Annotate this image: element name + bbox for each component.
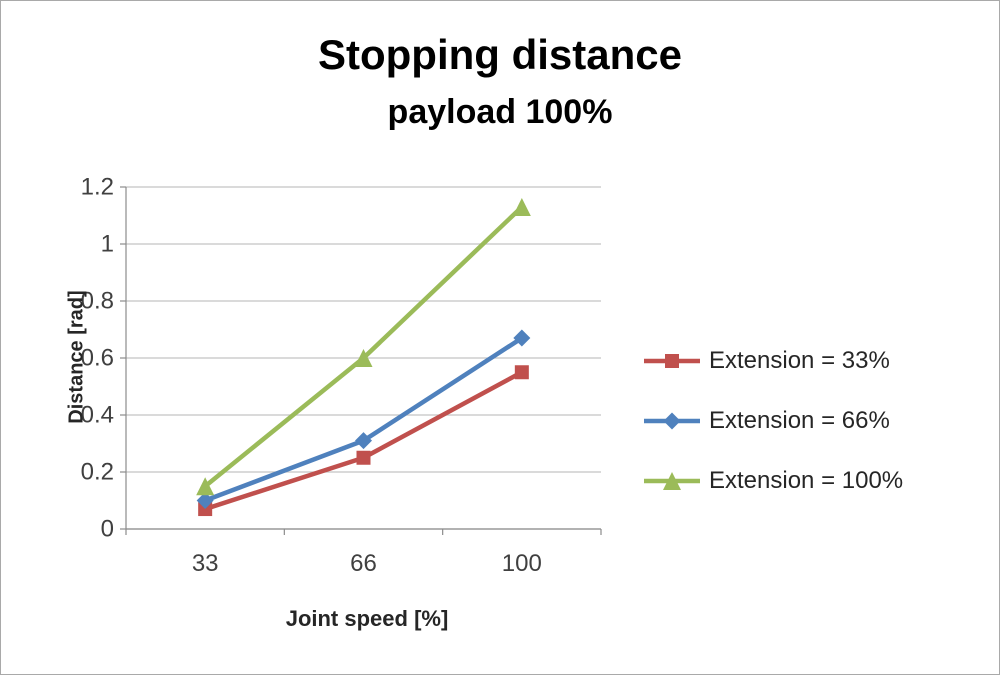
legend-label: Extension = 66%: [709, 407, 890, 434]
legend-marker: [644, 472, 700, 490]
legend-item: Extension = 100%: [643, 451, 903, 511]
marker-square: [356, 450, 371, 465]
marker-diamond: [196, 492, 214, 509]
legend-label: Extension = 100%: [709, 467, 904, 494]
chart-subtitle: payload 100%: [387, 93, 613, 131]
marker-triangle: [663, 472, 681, 490]
marker-diamond: [663, 412, 681, 430]
marker-triangle: [512, 197, 531, 216]
marker-triangle: [354, 349, 373, 367]
marker-diamond: [355, 432, 372, 450]
legend: Extension = 33% Extension = 66% Extension …: [643, 331, 903, 511]
y-axis-title: Distance [rad]: [65, 290, 88, 424]
y-tick-label: 0.8: [81, 288, 114, 315]
x-tick-label: 66: [350, 550, 377, 577]
y-tick-label: 0.2: [81, 459, 114, 486]
legend-item: Extension = 66%: [643, 391, 903, 451]
x-tick-label: 33: [192, 550, 219, 577]
legend-marker: [644, 412, 700, 430]
x-axis-title: Joint speed [%]: [285, 606, 449, 631]
y-tick-label: 0.4: [81, 402, 114, 429]
legend-item: Extension = 33%: [643, 331, 903, 391]
y-tick-label: 1.2: [81, 174, 114, 201]
y-tick-label: 0.6: [81, 345, 114, 372]
marker-square: [198, 502, 213, 517]
y-tick-label: 1: [101, 231, 114, 258]
marker-diamond: [513, 329, 531, 347]
marker-triangle: [196, 477, 215, 496]
chart-title: Stopping distance: [317, 31, 682, 78]
marker-square: [665, 354, 679, 368]
legend-marker: [644, 354, 700, 368]
y-tick-label: 0: [101, 516, 114, 543]
legend-label: Extension = 33%: [709, 347, 890, 374]
x-tick-label: 100: [502, 550, 542, 577]
marker-square: [514, 365, 529, 380]
